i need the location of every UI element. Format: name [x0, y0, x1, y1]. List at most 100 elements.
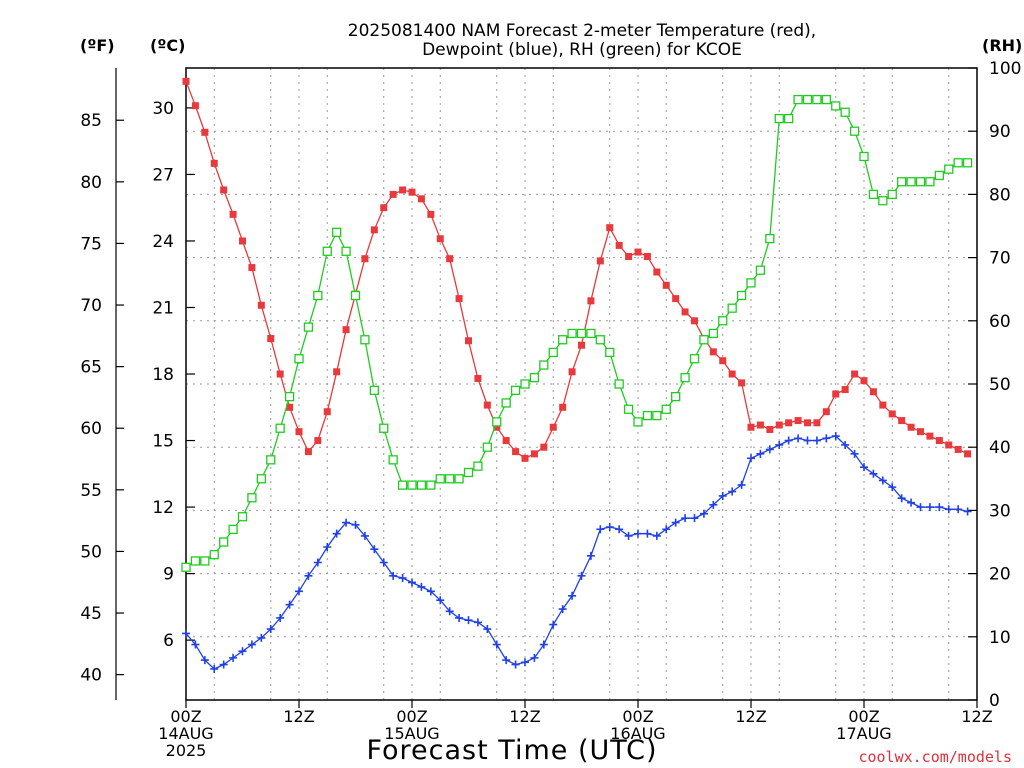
dewpoint-point: [426, 587, 435, 596]
rh-point: [944, 164, 954, 174]
dewpoint-point: [878, 476, 887, 485]
fahrenheit-tick-label: 60: [80, 419, 102, 439]
dewpoint-point: [436, 596, 445, 605]
dewpoint-point: [812, 436, 821, 445]
rh-point: [445, 474, 455, 484]
dewpoint-point: [568, 591, 577, 600]
fahrenheit-tick-label: 70: [80, 296, 102, 316]
x-tick-label: 15AUG: [384, 724, 439, 743]
dewpoint-point: [841, 440, 850, 449]
rh-point: [784, 113, 794, 124]
temperature-point: [465, 337, 472, 345]
x-tick-label: 00Z: [170, 707, 201, 726]
fahrenheit-tick-label: 55: [80, 481, 102, 501]
temperature-point: [719, 357, 727, 365]
rh-axis: 0 10 20 30 40 50 60 70 80 90 100: [968, 59, 1021, 711]
rh-unit-label: (RH): [982, 36, 1022, 55]
dewpoint-point: [238, 647, 247, 656]
chart-subtitle: Dewpoint (blue), RH (green) for KCOE: [422, 40, 742, 60]
rh-point: [661, 404, 671, 414]
temperature-point: [304, 448, 312, 456]
celsius-tick-label: 27: [152, 165, 174, 185]
rh-point: [501, 398, 511, 408]
dewpoint-point: [266, 625, 275, 634]
temperature-point: [389, 190, 397, 198]
dewpoint-point: [634, 529, 642, 538]
x-tick-label: 2025: [166, 741, 207, 760]
rh-point: [736, 290, 747, 301]
dewpoint-point: [191, 640, 200, 649]
temperature-point: [935, 437, 943, 445]
temperature-point: [323, 408, 331, 416]
series-layer: [181, 77, 973, 673]
temperature-point: [869, 388, 877, 396]
temperature-point: [295, 428, 303, 436]
temperature-point: [512, 448, 520, 456]
rh-point: [859, 151, 869, 162]
rh-point: [849, 126, 860, 136]
rh-point: [962, 158, 973, 168]
dewpoint-point: [445, 607, 454, 616]
rh-point: [313, 290, 323, 301]
temperature-point: [530, 450, 538, 458]
dewpoint-series: [182, 432, 972, 673]
celsius-tick-label: 6: [163, 631, 174, 651]
rh-tick-label: 100: [989, 59, 1021, 79]
dewpoint-point: [831, 432, 840, 441]
temperature-point: [370, 226, 378, 234]
rh-point: [812, 94, 822, 105]
temperature-point: [785, 419, 793, 427]
dewpoint-point: [257, 633, 266, 642]
celsius-tick-label: 15: [152, 432, 174, 452]
temperature-point: [596, 257, 604, 265]
dewpoint-point: [728, 487, 737, 496]
dewpoint-point: [596, 525, 605, 534]
temperature-point: [210, 159, 218, 167]
rh-point: [341, 246, 351, 256]
temperature-point: [917, 428, 924, 436]
temperature-point: [907, 423, 915, 431]
rh-point: [454, 474, 464, 484]
dewpoint-point: [577, 571, 586, 580]
rh-point: [953, 158, 963, 168]
dewpoint-point: [794, 434, 803, 443]
fahrenheit-tick-label: 65: [80, 358, 102, 378]
celsius-tick-label: 21: [152, 298, 174, 318]
temperature-point: [832, 390, 840, 398]
chart-title: 2025081400 NAM Forecast 2-meter Temperat…: [348, 21, 816, 41]
dewpoint-point: [756, 449, 765, 458]
temperature-point: [794, 417, 802, 425]
temperature-point: [747, 423, 755, 431]
temperature-point: [417, 195, 425, 203]
rh-point: [322, 246, 332, 256]
rh-point: [407, 480, 417, 490]
dewpoint-point: [530, 653, 539, 662]
dewpoint-point: [360, 531, 369, 540]
dewpoint-point: [511, 660, 520, 669]
rh-point: [492, 417, 502, 427]
dewpoint-point: [747, 454, 755, 463]
celsius-unit-label: (ºC): [150, 36, 185, 55]
rh-point: [284, 391, 295, 402]
rh-point: [689, 354, 700, 364]
rh-point: [275, 423, 285, 433]
temperature-point: [333, 368, 341, 376]
temperature-point: [380, 204, 388, 212]
temperature-point: [756, 421, 764, 429]
temperature-point: [229, 210, 237, 218]
rh-point: [755, 265, 766, 275]
celsius-tick-label: 12: [152, 498, 174, 518]
dewpoint-point: [916, 503, 925, 512]
temperature-point: [879, 401, 887, 409]
temperature-point: [314, 437, 322, 445]
rh-point: [247, 493, 257, 503]
rh-point: [237, 512, 248, 522]
rh-point: [181, 562, 191, 572]
dewpoint-point: [888, 483, 897, 492]
rh-point: [303, 322, 314, 332]
rh-point: [529, 373, 540, 383]
celsius-tick-label: 18: [152, 365, 174, 385]
temperature-line: [185, 81, 968, 460]
temperature-point: [455, 295, 463, 303]
temperature-point: [728, 370, 736, 378]
